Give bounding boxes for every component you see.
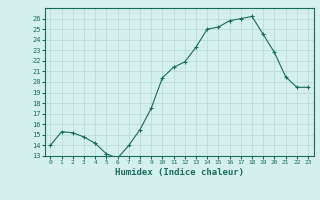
X-axis label: Humidex (Indice chaleur): Humidex (Indice chaleur) — [115, 168, 244, 177]
